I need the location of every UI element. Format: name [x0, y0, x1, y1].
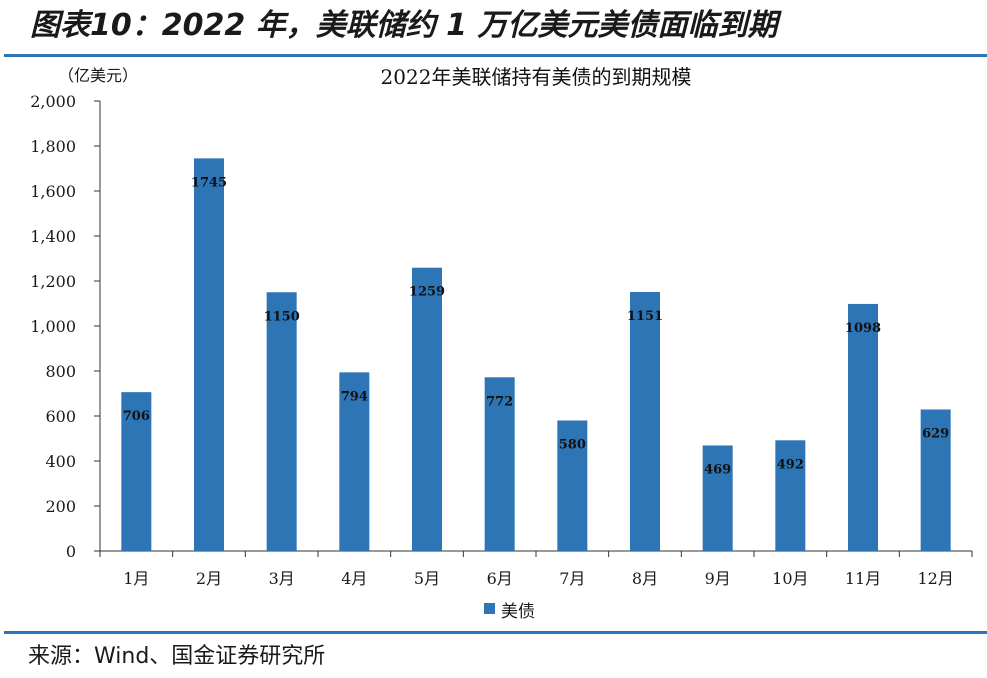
bar-chart: 2022年美联储持有美债的到期规模 （亿美元） 0 200 400 600 800 1,000… — [30, 65, 973, 622]
y-tick-label: 1,200 — [30, 272, 76, 291]
bottom-divider — [4, 631, 987, 634]
x-tick-label: 2月 — [196, 569, 222, 588]
bar-3 — [266, 292, 297, 551]
x-tick-label: 12月 — [917, 569, 953, 588]
bar-8 — [630, 292, 660, 551]
y-tick-label: 1,800 — [30, 137, 76, 156]
y-tick-label: 0 — [66, 542, 76, 561]
data-label: 1745 — [191, 175, 227, 190]
x-tick-label: 8月 — [632, 569, 658, 588]
y-tick-label: 2,000 — [30, 92, 76, 111]
source-note: 来源：Wind、国金证券研究所 — [28, 644, 326, 669]
x-tick-label: 4月 — [341, 569, 367, 588]
figure-title: 图表10：2022 年，美联储约 1 万亿美元美债面临到期 — [30, 8, 778, 43]
y-tick-label: 400 — [45, 452, 76, 471]
y-tick-label: 1,400 — [30, 227, 76, 246]
y-tick-label: 1,000 — [30, 317, 76, 336]
bar-12 — [920, 409, 951, 551]
bar-9 — [702, 445, 733, 551]
bar-1 — [121, 392, 152, 551]
x-tick-label: 9月 — [705, 569, 731, 588]
data-label: 1150 — [264, 309, 300, 324]
legend-swatch — [484, 603, 495, 614]
x-tick-label: 11月 — [845, 569, 881, 588]
bar-7 — [557, 420, 588, 551]
y-axis-unit-label: （亿美元） — [58, 66, 138, 85]
y-tick-label: 1,600 — [30, 182, 76, 201]
y-tick-label: 800 — [45, 362, 76, 381]
x-tick-label: 6月 — [487, 569, 513, 588]
bar-10 — [775, 440, 806, 551]
data-label: 772 — [486, 394, 513, 409]
bar-2 — [194, 158, 224, 551]
top-divider — [4, 54, 987, 57]
x-tick-label: 5月 — [414, 569, 440, 588]
data-label: 706 — [123, 409, 150, 424]
x-tick-label: 10月 — [772, 569, 808, 588]
x-tick-label: 7月 — [559, 569, 585, 588]
data-label: 469 — [704, 462, 731, 477]
x-tick-label: 1月 — [123, 569, 149, 588]
data-label: 794 — [341, 389, 368, 404]
bar-11 — [848, 303, 878, 551]
bar-5 — [412, 267, 442, 551]
legend-label: 美债 — [501, 602, 535, 622]
data-label: 492 — [777, 457, 804, 472]
bar-6 — [484, 377, 515, 551]
x-tick-label: 3月 — [269, 569, 295, 588]
data-label: 1098 — [845, 321, 881, 336]
data-label: 1151 — [627, 309, 663, 324]
data-label: 1259 — [409, 285, 445, 300]
y-tick-label: 600 — [45, 407, 76, 426]
data-label: 629 — [922, 426, 949, 441]
chart-title: 2022年美联储持有美债的到期规模 — [381, 65, 692, 89]
y-tick-label: 200 — [45, 497, 76, 516]
bar-4 — [339, 372, 370, 551]
data-label: 580 — [559, 438, 586, 453]
